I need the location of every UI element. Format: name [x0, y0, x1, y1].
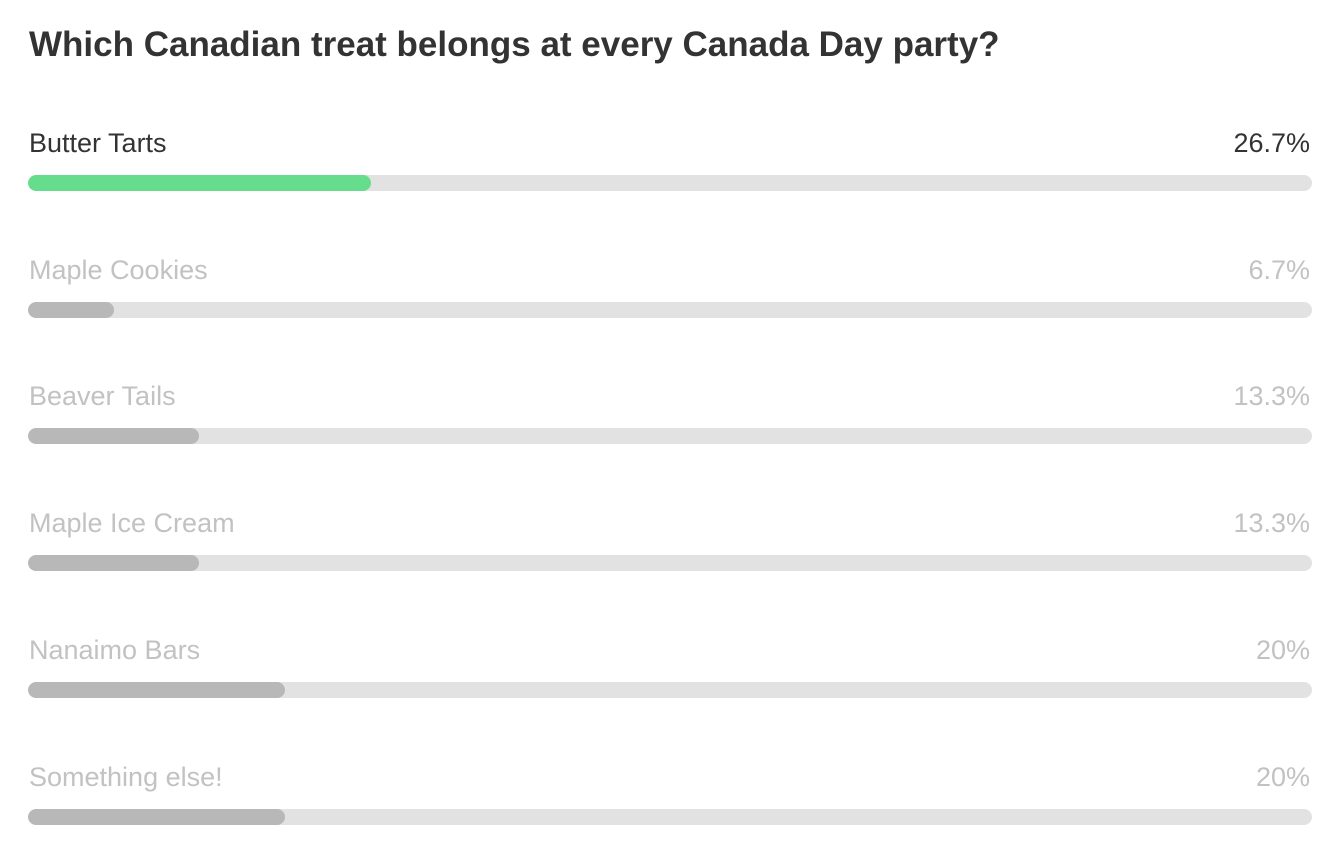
option-label: Maple Ice Cream: [29, 508, 235, 538]
option-progress-track: [28, 809, 1312, 825]
option-progress-fill: [28, 175, 371, 191]
poll-option-beaver-tails: Beaver Tails 13.3%: [28, 380, 1312, 460]
option-label: Butter Tarts: [29, 128, 167, 158]
option-progress-track: [28, 682, 1312, 698]
option-progress-fill: [28, 555, 199, 571]
option-percentage: 6.7%: [1248, 255, 1310, 285]
option-percentage: 13.3%: [1233, 381, 1310, 411]
option-percentage: 13.3%: [1233, 508, 1310, 538]
poll-option-something-else: Something else! 20%: [28, 761, 1312, 841]
option-progress-fill: [28, 682, 285, 698]
poll-option-butter-tarts: Butter Tarts 26.7%: [28, 127, 1312, 207]
poll-option-maple-ice-cream: Maple Ice Cream 13.3%: [28, 507, 1312, 587]
option-progress-track: [28, 555, 1312, 571]
option-label: Something else!: [29, 762, 223, 792]
option-percentage: 20%: [1255, 635, 1310, 665]
poll-option-maple-cookies: Maple Cookies 6.7%: [28, 254, 1312, 334]
option-label: Nanaimo Bars: [29, 635, 201, 665]
poll-question: Which Canadian treat belongs at every Ca…: [29, 25, 1000, 64]
poll-option-nanaimo-bars: Nanaimo Bars 20%: [28, 634, 1312, 714]
option-percentage: 20%: [1255, 762, 1310, 792]
option-progress-track: [28, 302, 1312, 318]
option-progress-track: [28, 428, 1312, 444]
option-label: Maple Cookies: [29, 255, 208, 285]
option-progress-fill: [28, 428, 199, 444]
option-label: Beaver Tails: [29, 381, 176, 411]
option-progress-fill: [28, 809, 285, 825]
option-progress-fill: [28, 302, 115, 318]
option-progress-track: [28, 175, 1312, 191]
option-percentage: 26.7%: [1233, 128, 1310, 158]
